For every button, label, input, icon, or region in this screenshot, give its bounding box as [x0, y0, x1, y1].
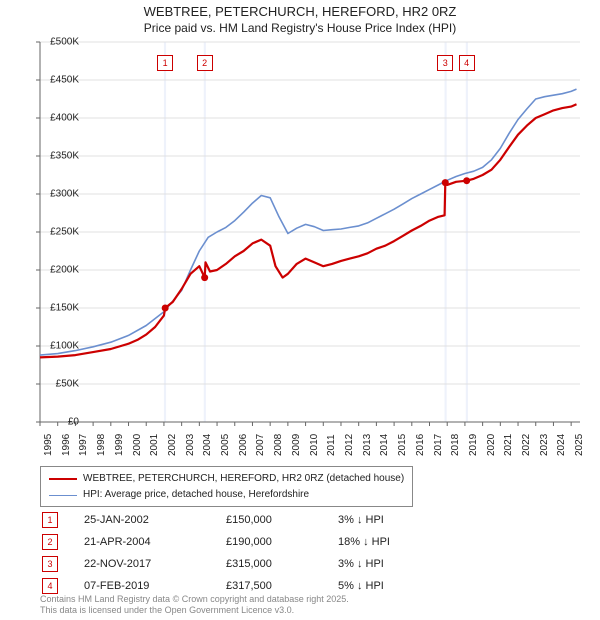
y-tick-label: £300K — [37, 189, 79, 200]
transactions-table: 125-JAN-2002£150,0003% ↓ HPI221-APR-2004… — [40, 508, 460, 598]
tx-diff: 3% ↓ HPI — [338, 510, 458, 530]
marker-point — [442, 179, 449, 186]
tx-date: 07-FEB-2019 — [84, 576, 224, 596]
y-tick-label: £350K — [37, 151, 79, 162]
x-tick-label: 2012 — [344, 434, 355, 456]
legend-swatch — [49, 495, 77, 496]
legend-item: WEBTREE, PETERCHURCH, HEREFORD, HR2 0RZ … — [49, 471, 404, 487]
tx-price: £317,500 — [226, 576, 336, 596]
x-tick-label: 2018 — [450, 434, 461, 456]
tx-diff: 5% ↓ HPI — [338, 576, 458, 596]
x-tick-label: 2009 — [291, 434, 302, 456]
y-tick-label: £0 — [37, 417, 79, 428]
row-badge: 3 — [42, 556, 58, 572]
x-tick-label: 2008 — [273, 434, 284, 456]
marker-point — [463, 177, 470, 184]
marker-badge-3: 3 — [437, 55, 453, 71]
row-badge: 4 — [42, 578, 58, 594]
row-badge: 1 — [42, 512, 58, 528]
legend-label: WEBTREE, PETERCHURCH, HEREFORD, HR2 0RZ … — [83, 471, 404, 487]
x-tick-label: 2004 — [202, 434, 213, 456]
x-tick-label: 2022 — [521, 434, 532, 456]
legend: WEBTREE, PETERCHURCH, HEREFORD, HR2 0RZ … — [40, 466, 413, 507]
x-tick-label: 2006 — [238, 434, 249, 456]
table-row: 1 25-JAN-2002£150,0003% ↓ HPI — [42, 510, 458, 530]
x-tick-label: 2017 — [433, 434, 444, 456]
x-tick-label: 1996 — [61, 434, 72, 456]
x-tick-label: 2014 — [379, 434, 390, 456]
y-tick-label: £100K — [37, 341, 79, 352]
legend-label: HPI: Average price, detached house, Here… — [83, 487, 309, 503]
title-line-2: Price paid vs. HM Land Registry's House … — [0, 21, 600, 37]
marker-badge-4: 4 — [459, 55, 475, 71]
x-tick-label: 2025 — [574, 434, 585, 456]
x-tick-label: 2021 — [503, 434, 514, 456]
x-tick-label: 2005 — [220, 434, 231, 456]
x-tick-label: 2010 — [309, 434, 320, 456]
y-tick-label: £400K — [37, 113, 79, 124]
row-badge: 2 — [42, 534, 58, 550]
tx-diff: 3% ↓ HPI — [338, 554, 458, 574]
tx-date: 25-JAN-2002 — [84, 510, 224, 530]
chart-area: £0£50K£100K£150K£200K£250K£300K£350K£400… — [40, 42, 580, 422]
x-tick-label: 2003 — [185, 434, 196, 456]
legend-swatch — [49, 478, 77, 480]
marker-badge-1: 1 — [157, 55, 173, 71]
x-tick-label: 1997 — [78, 434, 89, 456]
x-tick-label: 1995 — [43, 434, 54, 456]
table-row: 4 07-FEB-2019£317,5005% ↓ HPI — [42, 576, 458, 596]
x-tick-label: 1999 — [114, 434, 125, 456]
x-tick-label: 2013 — [362, 434, 373, 456]
x-tick-label: 2020 — [486, 434, 497, 456]
series-price_paid — [40, 104, 577, 357]
x-tick-label: 2000 — [132, 434, 143, 456]
tx-price: £190,000 — [226, 532, 336, 552]
y-tick-label: £200K — [37, 265, 79, 276]
x-tick-label: 2002 — [167, 434, 178, 456]
x-tick-label: 2023 — [539, 434, 550, 456]
y-tick-label: £50K — [37, 379, 79, 390]
title-line-1: WEBTREE, PETERCHURCH, HEREFORD, HR2 0RZ — [0, 4, 600, 21]
y-tick-label: £450K — [37, 75, 79, 86]
x-tick-label: 2011 — [326, 434, 337, 456]
x-tick-label: 2007 — [255, 434, 266, 456]
footer-line-2: This data is licensed under the Open Gov… — [40, 605, 294, 615]
x-tick-label: 2016 — [415, 434, 426, 456]
x-tick-label: 1998 — [96, 434, 107, 456]
x-tick-label: 2015 — [397, 434, 408, 456]
series-hpi — [40, 89, 577, 355]
tx-price: £315,000 — [226, 554, 336, 574]
x-tick-label: 2001 — [149, 434, 160, 456]
chart-container: WEBTREE, PETERCHURCH, HEREFORD, HR2 0RZ … — [0, 0, 600, 620]
footer-line-1: Contains HM Land Registry data © Crown c… — [40, 594, 349, 604]
footer-note: Contains HM Land Registry data © Crown c… — [40, 594, 349, 616]
tx-price: £150,000 — [226, 510, 336, 530]
x-tick-label: 2019 — [468, 434, 479, 456]
title-block: WEBTREE, PETERCHURCH, HEREFORD, HR2 0RZ … — [0, 0, 600, 36]
legend-item: HPI: Average price, detached house, Here… — [49, 487, 404, 503]
tx-diff: 18% ↓ HPI — [338, 532, 458, 552]
y-tick-label: £150K — [37, 303, 79, 314]
tx-date: 21-APR-2004 — [84, 532, 224, 552]
line-chart-svg — [40, 42, 580, 422]
table-row: 3 22-NOV-2017£315,0003% ↓ HPI — [42, 554, 458, 574]
marker-point — [201, 274, 208, 281]
y-tick-label: £250K — [37, 227, 79, 238]
tx-date: 22-NOV-2017 — [84, 554, 224, 574]
y-tick-label: £500K — [37, 37, 79, 48]
x-tick-label: 2024 — [556, 434, 567, 456]
marker-point — [162, 305, 169, 312]
table-row: 2 21-APR-2004£190,00018% ↓ HPI — [42, 532, 458, 552]
marker-badge-2: 2 — [197, 55, 213, 71]
